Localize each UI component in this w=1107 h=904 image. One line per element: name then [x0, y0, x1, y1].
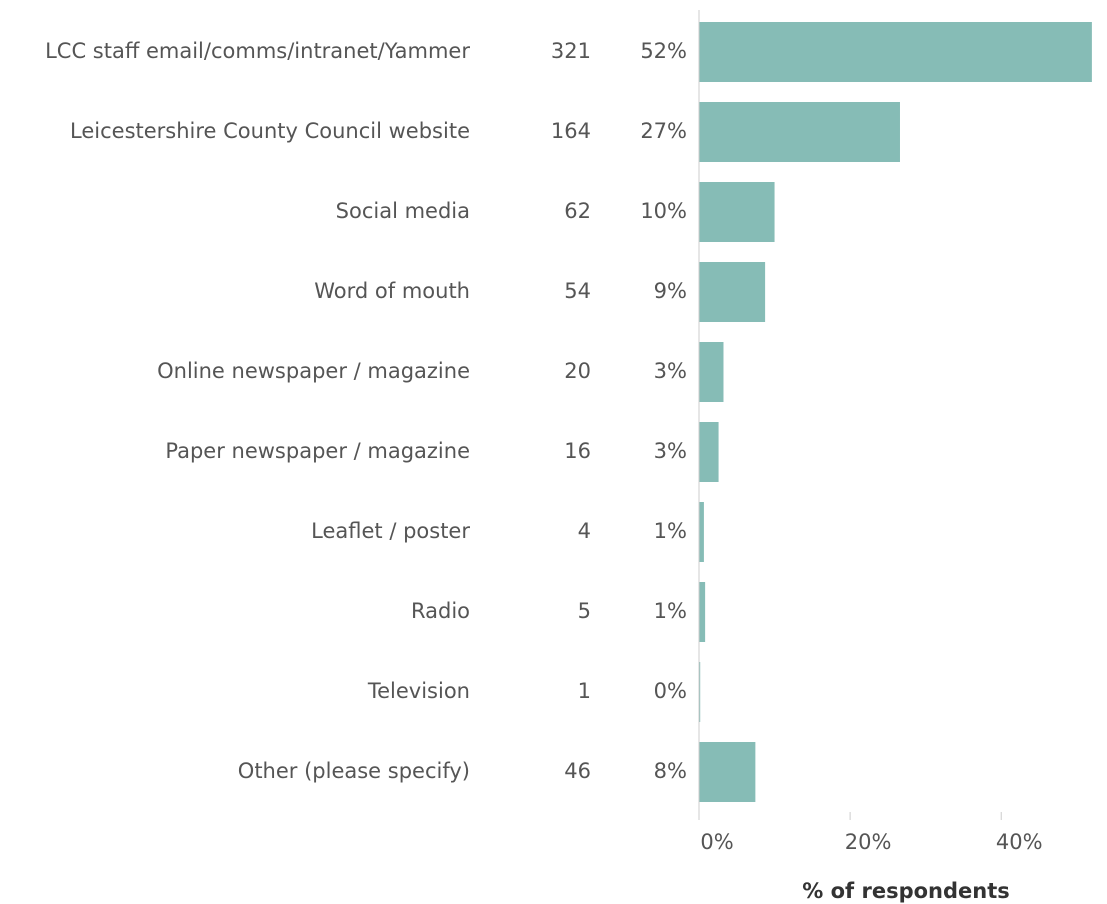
value-label: 27% — [640, 119, 687, 143]
bar — [699, 582, 706, 642]
value-label: 9% — [654, 279, 687, 303]
bar — [699, 102, 900, 162]
x-tick-label: 20% — [845, 830, 892, 854]
count-label: 1 — [578, 679, 591, 703]
bar — [699, 662, 701, 722]
value-label: 0% — [654, 679, 687, 703]
count-label: 16 — [564, 439, 591, 463]
bar — [699, 22, 1092, 82]
count-label: 54 — [564, 279, 591, 303]
bar — [699, 262, 766, 322]
value-label: 1% — [654, 519, 687, 543]
x-tick-label: 40% — [996, 830, 1043, 854]
x-axis-title: % of respondents — [802, 879, 1010, 903]
count-label: 20 — [564, 359, 591, 383]
bar — [699, 502, 704, 562]
category-label: Word of mouth — [314, 279, 470, 303]
count-label: 164 — [551, 119, 591, 143]
category-label: Social media — [336, 199, 470, 223]
value-label: 1% — [654, 599, 687, 623]
category-label: Leicestershire County Council website — [70, 119, 470, 143]
count-label: 4 — [578, 519, 591, 543]
bar — [699, 342, 724, 402]
value-label: 10% — [640, 199, 687, 223]
count-label: 5 — [578, 599, 591, 623]
category-label: Radio — [411, 599, 470, 623]
category-label: Leaflet / poster — [311, 519, 470, 543]
value-label: 52% — [640, 39, 687, 63]
category-label: Television — [367, 679, 470, 703]
count-label: 321 — [551, 39, 591, 63]
x-tick-label: 0% — [700, 830, 733, 854]
category-label: Online newspaper / magazine — [157, 359, 470, 383]
count-label: 62 — [564, 199, 591, 223]
category-label: LCC staff email/comms/intranet/Yammer — [45, 39, 470, 63]
category-label: Paper newspaper / magazine — [165, 439, 470, 463]
bar — [699, 422, 719, 482]
value-label: 3% — [654, 439, 687, 463]
value-label: 8% — [654, 759, 687, 783]
value-label: 3% — [654, 359, 687, 383]
bar — [699, 182, 775, 242]
category-label: Other (please specify) — [238, 759, 470, 783]
count-label: 46 — [564, 759, 591, 783]
bar — [699, 742, 756, 802]
